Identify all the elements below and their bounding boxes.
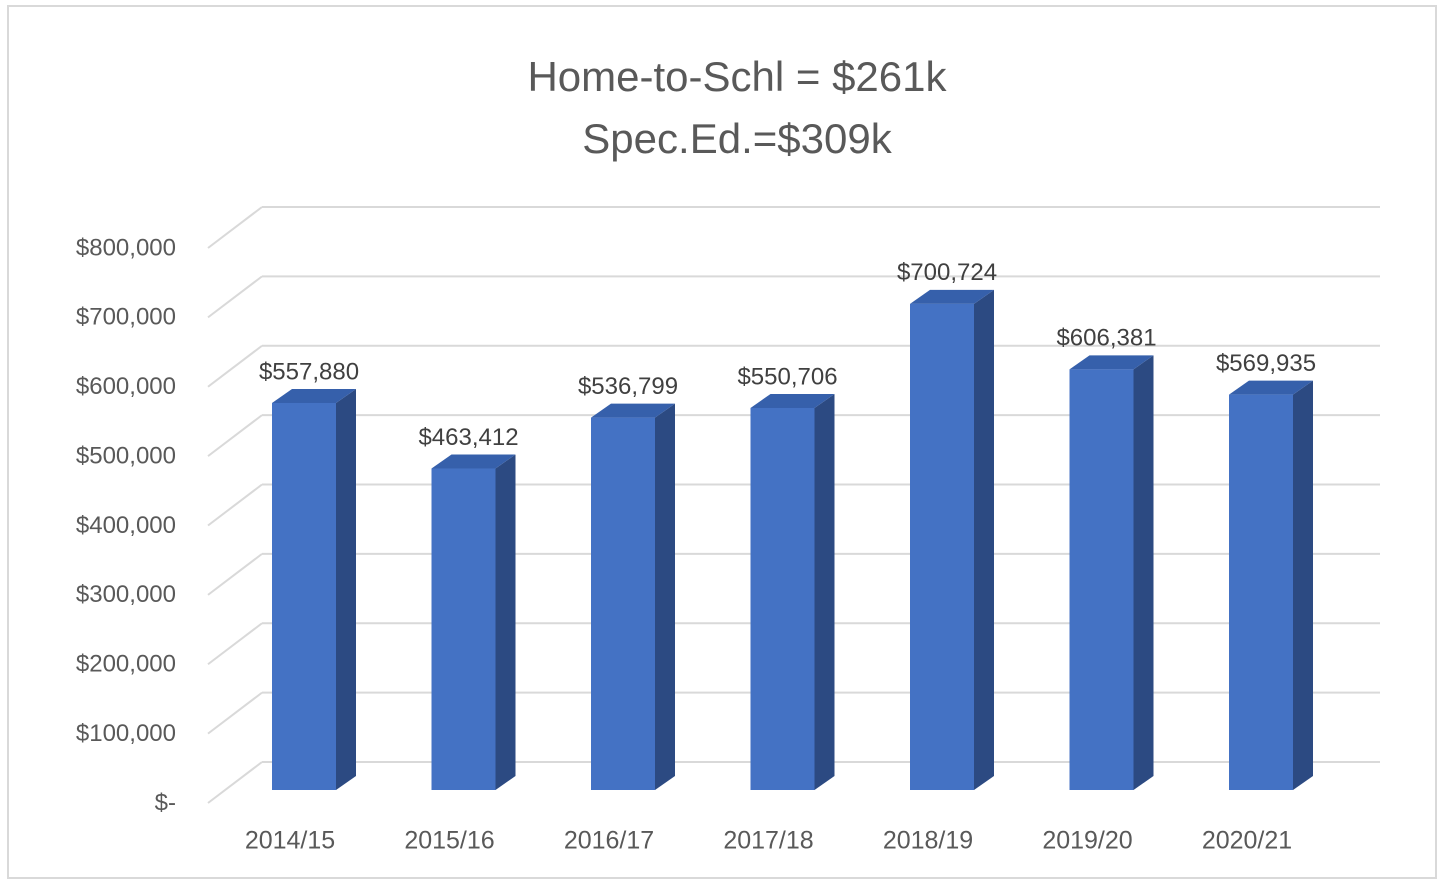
chart-title: Home-to-Schl = $261k <box>527 53 947 100</box>
bar-side <box>814 393 835 790</box>
bar-side <box>1293 380 1313 790</box>
data-label: $557,880 <box>259 358 359 385</box>
grid-line-side <box>207 553 263 596</box>
data-label: $550,706 <box>737 363 837 390</box>
bar-top <box>272 388 356 403</box>
grid-line-side <box>207 691 263 735</box>
bar <box>1069 369 1134 790</box>
bar-top <box>1229 380 1313 395</box>
bar-top <box>591 403 675 418</box>
x-tick-label: 2017/18 <box>723 827 813 855</box>
bar-top <box>1069 355 1154 370</box>
grid-line-side <box>207 344 263 388</box>
bar-side <box>1133 355 1154 790</box>
y-tick-label: $800,000 <box>76 234 176 261</box>
bar <box>1229 394 1293 790</box>
y-tick-label: $600,000 <box>76 373 176 400</box>
x-tick-label: 2014/15 <box>245 827 335 855</box>
bar-side <box>336 388 356 790</box>
data-label: $536,799 <box>578 373 678 400</box>
y-tick-label: $200,000 <box>76 651 176 678</box>
data-label: $463,412 <box>418 424 518 451</box>
bar-side <box>655 403 675 790</box>
bar <box>910 303 974 790</box>
y-tick-label: $- <box>155 789 176 816</box>
x-tick-label: 2020/21 <box>1202 827 1292 855</box>
chart-border <box>7 5 1437 879</box>
data-label: $569,935 <box>1216 350 1316 377</box>
bar <box>591 417 655 790</box>
grid-line-side <box>207 761 263 804</box>
y-tick-label: $100,000 <box>76 720 176 747</box>
y-tick-label: $500,000 <box>76 442 176 469</box>
grid-line-side <box>207 275 263 319</box>
grid-line-side <box>207 206 263 249</box>
x-tick-label: 2015/16 <box>404 827 494 855</box>
y-tick-label: $700,000 <box>76 304 176 331</box>
bar <box>272 402 336 790</box>
x-tick-label: 2019/20 <box>1042 827 1132 855</box>
bar-side <box>495 454 516 790</box>
grid-line-side <box>207 414 263 457</box>
bar-top <box>750 393 835 408</box>
y-tick-label: $300,000 <box>76 581 176 608</box>
bar <box>750 407 815 790</box>
bar-top <box>910 289 994 304</box>
grid-line-side <box>207 622 263 666</box>
bar-side <box>974 289 994 790</box>
data-label: $606,381 <box>1056 325 1156 352</box>
chart-subtitle: Spec.Ed.=$309k <box>582 115 892 162</box>
bar-top <box>431 454 516 469</box>
grid-line-side <box>207 483 263 527</box>
bar <box>431 468 496 790</box>
y-tick-label: $400,000 <box>76 512 176 539</box>
x-tick-label: 2016/17 <box>564 827 654 855</box>
x-tick-label: 2018/19 <box>883 827 973 855</box>
data-label: $700,724 <box>897 259 997 286</box>
